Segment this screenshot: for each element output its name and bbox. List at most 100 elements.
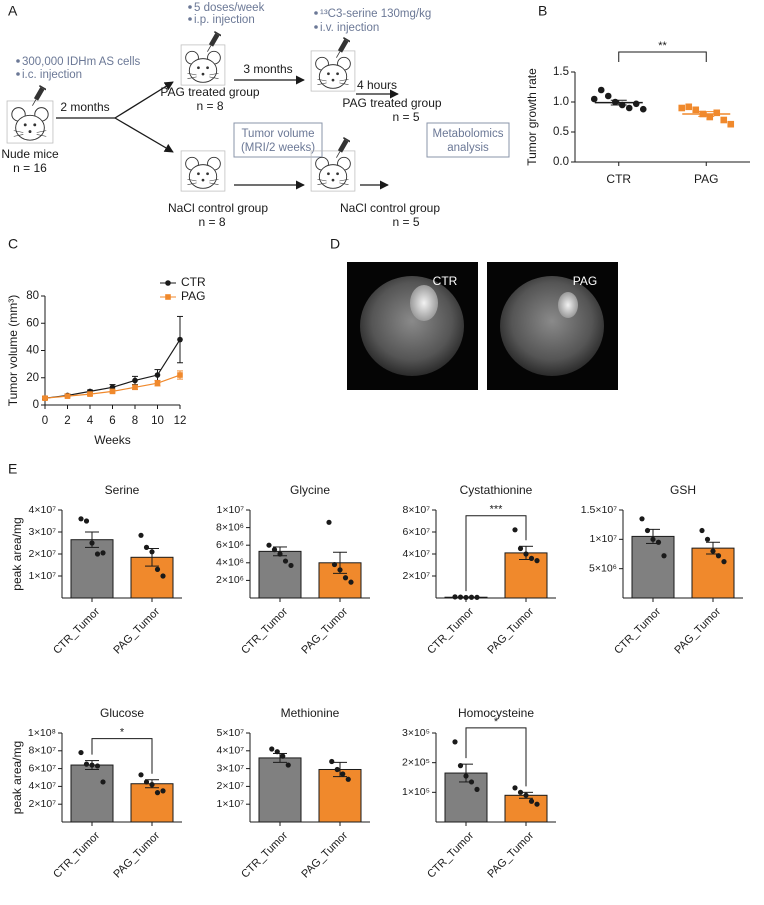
y-axis-label: Tumor volume (mm³) xyxy=(6,295,20,407)
diagram-label: NaCl control group xyxy=(168,201,268,215)
data-point xyxy=(463,773,469,779)
legend-marker xyxy=(165,280,171,286)
data-point xyxy=(271,547,278,553)
y-tick-label: 80 xyxy=(26,290,39,302)
data-point xyxy=(143,544,150,551)
bullet xyxy=(314,25,318,29)
diagram: 300,000 IDHm AS cells i.c. injection Nud… xyxy=(1,2,510,229)
data-point xyxy=(42,395,48,401)
significance-label: ** xyxy=(658,40,667,52)
data-point xyxy=(452,594,458,600)
y-tick-label: 0 xyxy=(33,399,39,411)
y-tick-label: 3×10⁷ xyxy=(29,526,57,538)
significance-label: * xyxy=(494,716,499,728)
data-point xyxy=(132,384,138,391)
diagram-note: i.c. injection xyxy=(22,69,82,81)
significance-label: * xyxy=(120,726,125,738)
bar xyxy=(70,764,114,823)
data-point xyxy=(288,562,294,569)
y-tick-label: 2×10⁷ xyxy=(29,798,57,810)
data-point xyxy=(644,527,651,534)
diagram-label: PAG treated group xyxy=(342,96,441,110)
arrow xyxy=(114,117,174,153)
data-point xyxy=(650,536,656,542)
data-point xyxy=(143,779,150,785)
data-point xyxy=(517,545,524,552)
data-point xyxy=(639,516,645,522)
data-point xyxy=(348,579,354,585)
data-point xyxy=(78,516,84,522)
data-point xyxy=(457,763,464,769)
data-point xyxy=(463,594,469,601)
data-point xyxy=(661,553,667,559)
y-tick-label: 2×10⁵ xyxy=(402,756,430,768)
y-tick-label: 6×10⁶ xyxy=(216,539,244,551)
data-point xyxy=(89,540,95,546)
box-label: analysis xyxy=(447,142,489,154)
bar xyxy=(504,552,548,599)
data-point xyxy=(138,772,144,778)
data-point xyxy=(528,798,535,804)
chart-title: Homocysteine xyxy=(458,706,534,720)
y-tick-label: 1×10⁷ xyxy=(217,504,245,516)
y-tick-label: 8×10⁷ xyxy=(29,745,57,757)
image-label: CTR xyxy=(433,274,458,288)
diagram-label: Nude mice xyxy=(1,147,59,161)
panel-label: D xyxy=(330,236,340,252)
box xyxy=(426,122,510,158)
data-point xyxy=(345,776,351,782)
data-point xyxy=(706,113,714,121)
data-point xyxy=(604,92,612,100)
data-point xyxy=(720,116,728,124)
x-axis-label: Weeks xyxy=(94,433,130,447)
bullet xyxy=(16,72,20,76)
y-tick-label: 6×10⁷ xyxy=(403,526,431,538)
diagram-label: PAG treated group xyxy=(160,85,259,99)
diagram-label: 2 months xyxy=(60,100,109,114)
data-point xyxy=(678,104,686,112)
data-point xyxy=(138,532,144,538)
data-point xyxy=(329,758,335,765)
significance-bracket xyxy=(91,738,153,774)
data-point xyxy=(512,785,518,791)
diagram-note: 300,000 IDHm AS cells xyxy=(22,56,141,68)
chart-title: Serine xyxy=(105,483,140,497)
y-tick-label: 8×10⁷ xyxy=(403,504,431,516)
diagram-note: i.p. injection xyxy=(194,14,255,26)
y-axis-label: peak area/mg xyxy=(10,741,24,814)
significance-bracket xyxy=(465,727,527,787)
data-point xyxy=(149,549,155,555)
chart-title: Glucose xyxy=(100,706,144,720)
data-point xyxy=(337,567,343,573)
y-tick-label: 2×10⁷ xyxy=(29,548,57,560)
diagram-note: ¹³C3-serine 130mg/kg xyxy=(320,8,431,20)
y-axis-label: peak area/mg xyxy=(10,517,24,590)
y-tick-label: 1.5×10⁷ xyxy=(581,504,617,516)
data-point xyxy=(266,542,272,548)
data-point xyxy=(632,100,640,108)
y-tick-label: 1.0 xyxy=(553,96,569,108)
y-tick-label: 4×10⁶ xyxy=(216,557,244,569)
data-point xyxy=(280,753,286,759)
data-point xyxy=(87,391,93,397)
data-point xyxy=(685,103,693,111)
y-tick-label: 3×10⁷ xyxy=(217,762,245,774)
data-point xyxy=(94,551,101,557)
data-point xyxy=(100,779,106,785)
data-point xyxy=(282,558,289,564)
mri-lesion xyxy=(558,292,578,318)
data-point xyxy=(692,106,700,114)
data-point xyxy=(534,558,540,564)
y-tick-label: 5×10⁷ xyxy=(217,727,245,739)
panel-label: C xyxy=(8,236,18,252)
bar xyxy=(318,768,362,823)
data-point xyxy=(340,771,346,777)
data-point xyxy=(655,539,662,545)
y-tick-label: 60 xyxy=(26,317,39,329)
image-label: PAG xyxy=(573,274,597,288)
y-tick-label: 1×10⁵ xyxy=(402,786,430,798)
chart-title: Cystathionine xyxy=(460,483,533,497)
data-point xyxy=(597,86,605,94)
